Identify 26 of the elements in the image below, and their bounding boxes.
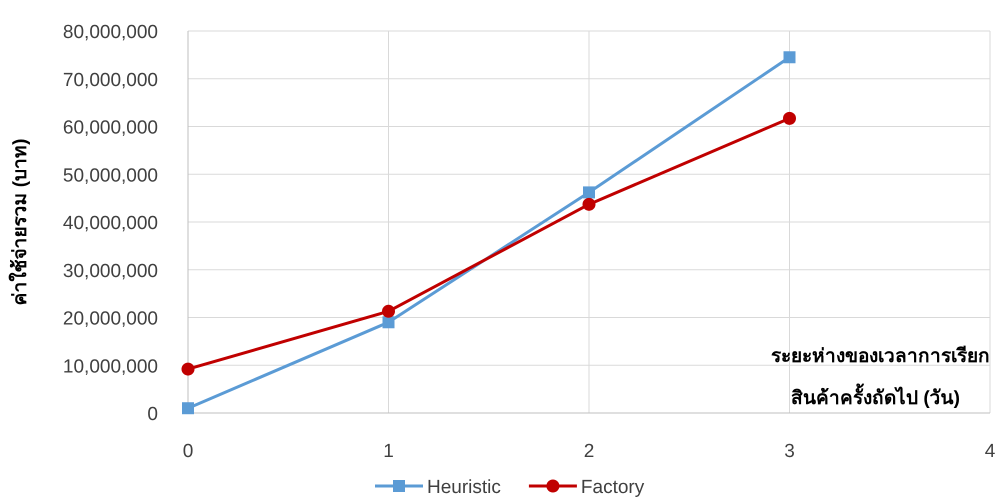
point bbox=[583, 186, 595, 198]
point bbox=[182, 402, 194, 414]
point bbox=[382, 316, 394, 328]
y-tick-label: 10,000,000 bbox=[62, 356, 158, 378]
x-tick-label: 2 bbox=[584, 441, 594, 462]
point bbox=[382, 304, 395, 318]
y-tick-label: 0 bbox=[147, 404, 158, 425]
y-tick-label: 70,000,000 bbox=[62, 70, 158, 91]
y-tick-label: 40,000,000 bbox=[62, 213, 158, 234]
x-axis-title: ระยะห่างของเวลาการเรียก สินค้าครั้งถัดไป (วัน) bbox=[771, 345, 990, 409]
point bbox=[582, 198, 596, 211]
legend-label: Heuristic bbox=[427, 477, 501, 498]
point bbox=[182, 362, 194, 376]
point bbox=[783, 112, 796, 125]
y-tick-label: 20,000,000 bbox=[62, 308, 158, 330]
x-tick-label: 0 bbox=[182, 441, 194, 462]
x-tick-label: 1 bbox=[383, 441, 394, 462]
y-tick-label: 60,000,000 bbox=[62, 118, 158, 138]
y-axis-title: ค่าใช้จ่ายรวม (บาท) bbox=[8, 138, 31, 306]
y-tick-label: 50,000,000 bbox=[62, 165, 158, 186]
y-tick-label: 80,000,000 bbox=[62, 22, 158, 43]
point bbox=[784, 51, 796, 64]
x-tick-label: 4 bbox=[984, 441, 996, 462]
y-tick-label: 30,000,000 bbox=[62, 260, 158, 282]
x-tick-label: 3 bbox=[784, 441, 795, 462]
legend-label: Factory bbox=[580, 477, 645, 498]
